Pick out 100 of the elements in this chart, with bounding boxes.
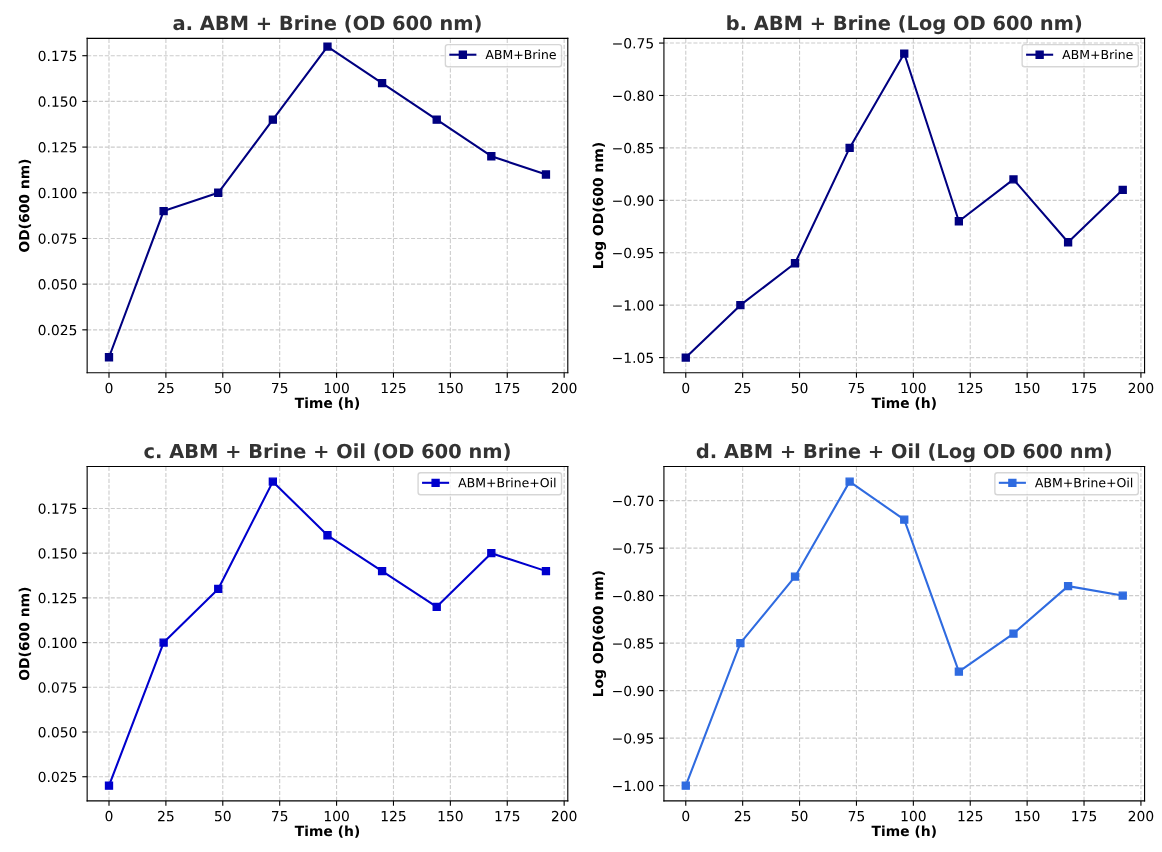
y-tick-label: −1.00	[613, 780, 654, 792]
x-tick-label: 100	[901, 382, 926, 394]
point	[845, 143, 854, 153]
x-tick-label: 125	[958, 810, 983, 822]
chart-title: b. ABM + Brine (Log OD 600 nm)	[727, 15, 1082, 35]
x-axis-title: Time (h)	[871, 397, 936, 410]
x-tick-label: 200	[551, 382, 577, 394]
y-tick-label: 0.075	[38, 233, 77, 244]
point	[487, 152, 496, 161]
point	[159, 638, 168, 647]
point	[790, 572, 800, 581]
x-tick-label: 0	[105, 382, 113, 394]
y-axis-title: Log OD(600 nm)	[592, 571, 607, 697]
x-tick-label: 200	[551, 810, 577, 822]
chart-title: a. ABM + Brine (OD 600 nm)	[173, 15, 481, 33]
x-tick-label: 75	[271, 382, 288, 394]
x-tick-label: 25	[734, 382, 751, 394]
y-tick-label: 0.125	[38, 142, 77, 153]
x-tick-label: 175	[1072, 382, 1097, 394]
y-tick-label: 0.100	[38, 187, 77, 199]
point	[104, 781, 114, 790]
x-tick-label: 150	[438, 382, 463, 394]
x-tick-label: 150	[1015, 810, 1040, 822]
x-tick-label: 50	[215, 382, 231, 394]
x-tick-label: 125	[958, 382, 983, 394]
y-tick-label: 0.150	[38, 96, 77, 107]
point	[1009, 629, 1018, 638]
x-tick-label: 100	[324, 810, 349, 822]
x-axis-title: Time (h)	[294, 825, 360, 838]
x-tick-label: 0	[105, 810, 113, 822]
x-tick-label: 175	[1072, 811, 1097, 822]
x-tick-label: 0	[682, 810, 690, 822]
point	[681, 781, 690, 790]
y-tick-label: −0.85	[613, 638, 653, 649]
point	[541, 566, 551, 576]
x-tick-label: 25	[734, 810, 751, 822]
point	[900, 515, 909, 524]
point	[541, 170, 551, 179]
y-axis-title: Log OD(600 nm)	[592, 143, 607, 268]
point	[323, 42, 332, 51]
point	[845, 477, 854, 486]
y-tick-label: −0.80	[613, 90, 654, 101]
x-tick-label: 75	[271, 811, 288, 822]
x-tick-label: 200	[1128, 810, 1154, 822]
point	[377, 78, 387, 88]
x-axis-title: Time (h)	[294, 397, 360, 410]
x-tick-label: 25	[158, 382, 174, 394]
point	[268, 477, 278, 486]
y-tick-label: 0.175	[38, 50, 77, 62]
point	[432, 602, 441, 611]
y-tick-label: 0.050	[38, 726, 77, 738]
point	[736, 638, 745, 648]
y-tick-label: 0.050	[38, 279, 77, 290]
point	[790, 259, 800, 268]
x-tick-label: 175	[495, 382, 520, 394]
y-tick-label: 0.025	[38, 324, 77, 336]
x-tick-label: 75	[848, 811, 865, 822]
x-tick-label: 75	[848, 382, 865, 394]
point	[1118, 591, 1127, 600]
point	[1063, 581, 1073, 591]
chart-title: d. ABM + Brine + Oil (Log OD 600 nm)	[696, 443, 1111, 463]
x-tick-label: 50	[791, 382, 808, 394]
point	[323, 531, 332, 540]
point	[487, 549, 496, 558]
y-tick-label: −0.80	[613, 590, 654, 602]
y-tick-label: 0.100	[38, 637, 77, 649]
x-tick-label: 50	[215, 810, 231, 822]
y-axis-title: OD(600 nm)	[18, 587, 32, 681]
x-tick-label: 175	[495, 811, 520, 822]
legend-label: ABM+Brine+Oil	[458, 477, 556, 488]
point	[1118, 185, 1127, 195]
point	[900, 49, 909, 58]
y-tick-label: 0.150	[38, 548, 77, 559]
x-tick-label: 125	[381, 382, 406, 394]
x-tick-label: 100	[324, 382, 349, 394]
y-tick-label: 0.025	[38, 771, 77, 783]
y-tick-label: 0.125	[38, 592, 77, 604]
x-tick-label: 200	[1128, 382, 1154, 394]
y-tick-label: −0.85	[613, 142, 653, 154]
point	[159, 206, 168, 216]
x-tick-label: 0	[682, 382, 690, 394]
y-tick-label: −0.95	[613, 733, 653, 744]
x-axis-title: Time (h)	[871, 825, 936, 838]
legend-label: ABM+Brine	[485, 49, 556, 60]
chart-title: c. ABM + Brine + Oil (OD 600 nm)	[144, 443, 510, 461]
point	[954, 667, 964, 676]
point	[1063, 238, 1073, 247]
y-tick-label: −0.70	[613, 495, 654, 507]
point	[104, 353, 114, 362]
legend-label: ABM+Brine	[1062, 49, 1133, 60]
y-tick-label: −0.75	[613, 38, 653, 49]
x-tick-label: 125	[381, 810, 406, 822]
x-tick-label: 150	[438, 810, 463, 822]
y-tick-label: −0.90	[613, 685, 654, 697]
x-tick-label: 25	[158, 810, 174, 822]
point	[681, 353, 690, 362]
y-axis-title: OD(600 nm)	[18, 159, 32, 252]
point	[736, 300, 745, 310]
y-tick-label: −1.05	[613, 352, 653, 364]
y-tick-label: −0.75	[613, 543, 653, 554]
